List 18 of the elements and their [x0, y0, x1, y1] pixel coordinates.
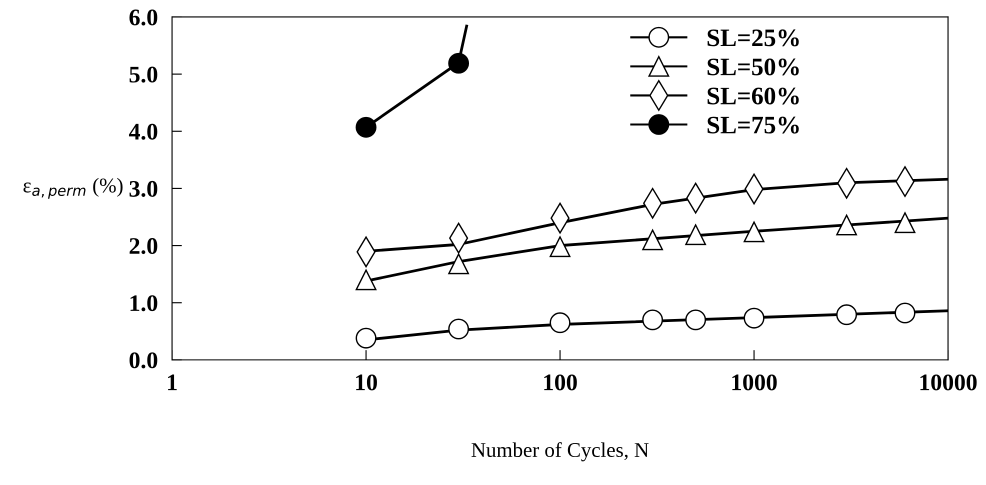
- y-tick-label: 6.0: [129, 9, 158, 26]
- y-axis-title: ε$_{a,perm}$ (%): [23, 178, 123, 199]
- y-tick-label: 1.0: [130, 295, 158, 312]
- legend-label: SL=60%: [708, 88, 799, 105]
- x-axis-title: Number of Cycles, N: [472, 442, 649, 462]
- x-tick-label: 100: [544, 374, 577, 390]
- y-tick-label: 3.0: [130, 180, 158, 197]
- y-tick-label: 0.0: [130, 352, 158, 368]
- x-tick-label: 10000: [920, 374, 977, 390]
- y-tick-label: 2.0: [130, 238, 158, 254]
- x-tick-label: 10: [356, 374, 377, 390]
- y-tick-label: 5.0: [130, 66, 158, 83]
- legend-label: SL=50%: [708, 58, 799, 76]
- x-tick-label: 1: [168, 374, 177, 390]
- x-tick-label: 1000: [732, 374, 777, 390]
- y-tick-label: 4.0: [128, 124, 158, 140]
- legend-label: SL=75%: [708, 116, 799, 134]
- legend-label: SL=25%: [708, 29, 799, 46]
